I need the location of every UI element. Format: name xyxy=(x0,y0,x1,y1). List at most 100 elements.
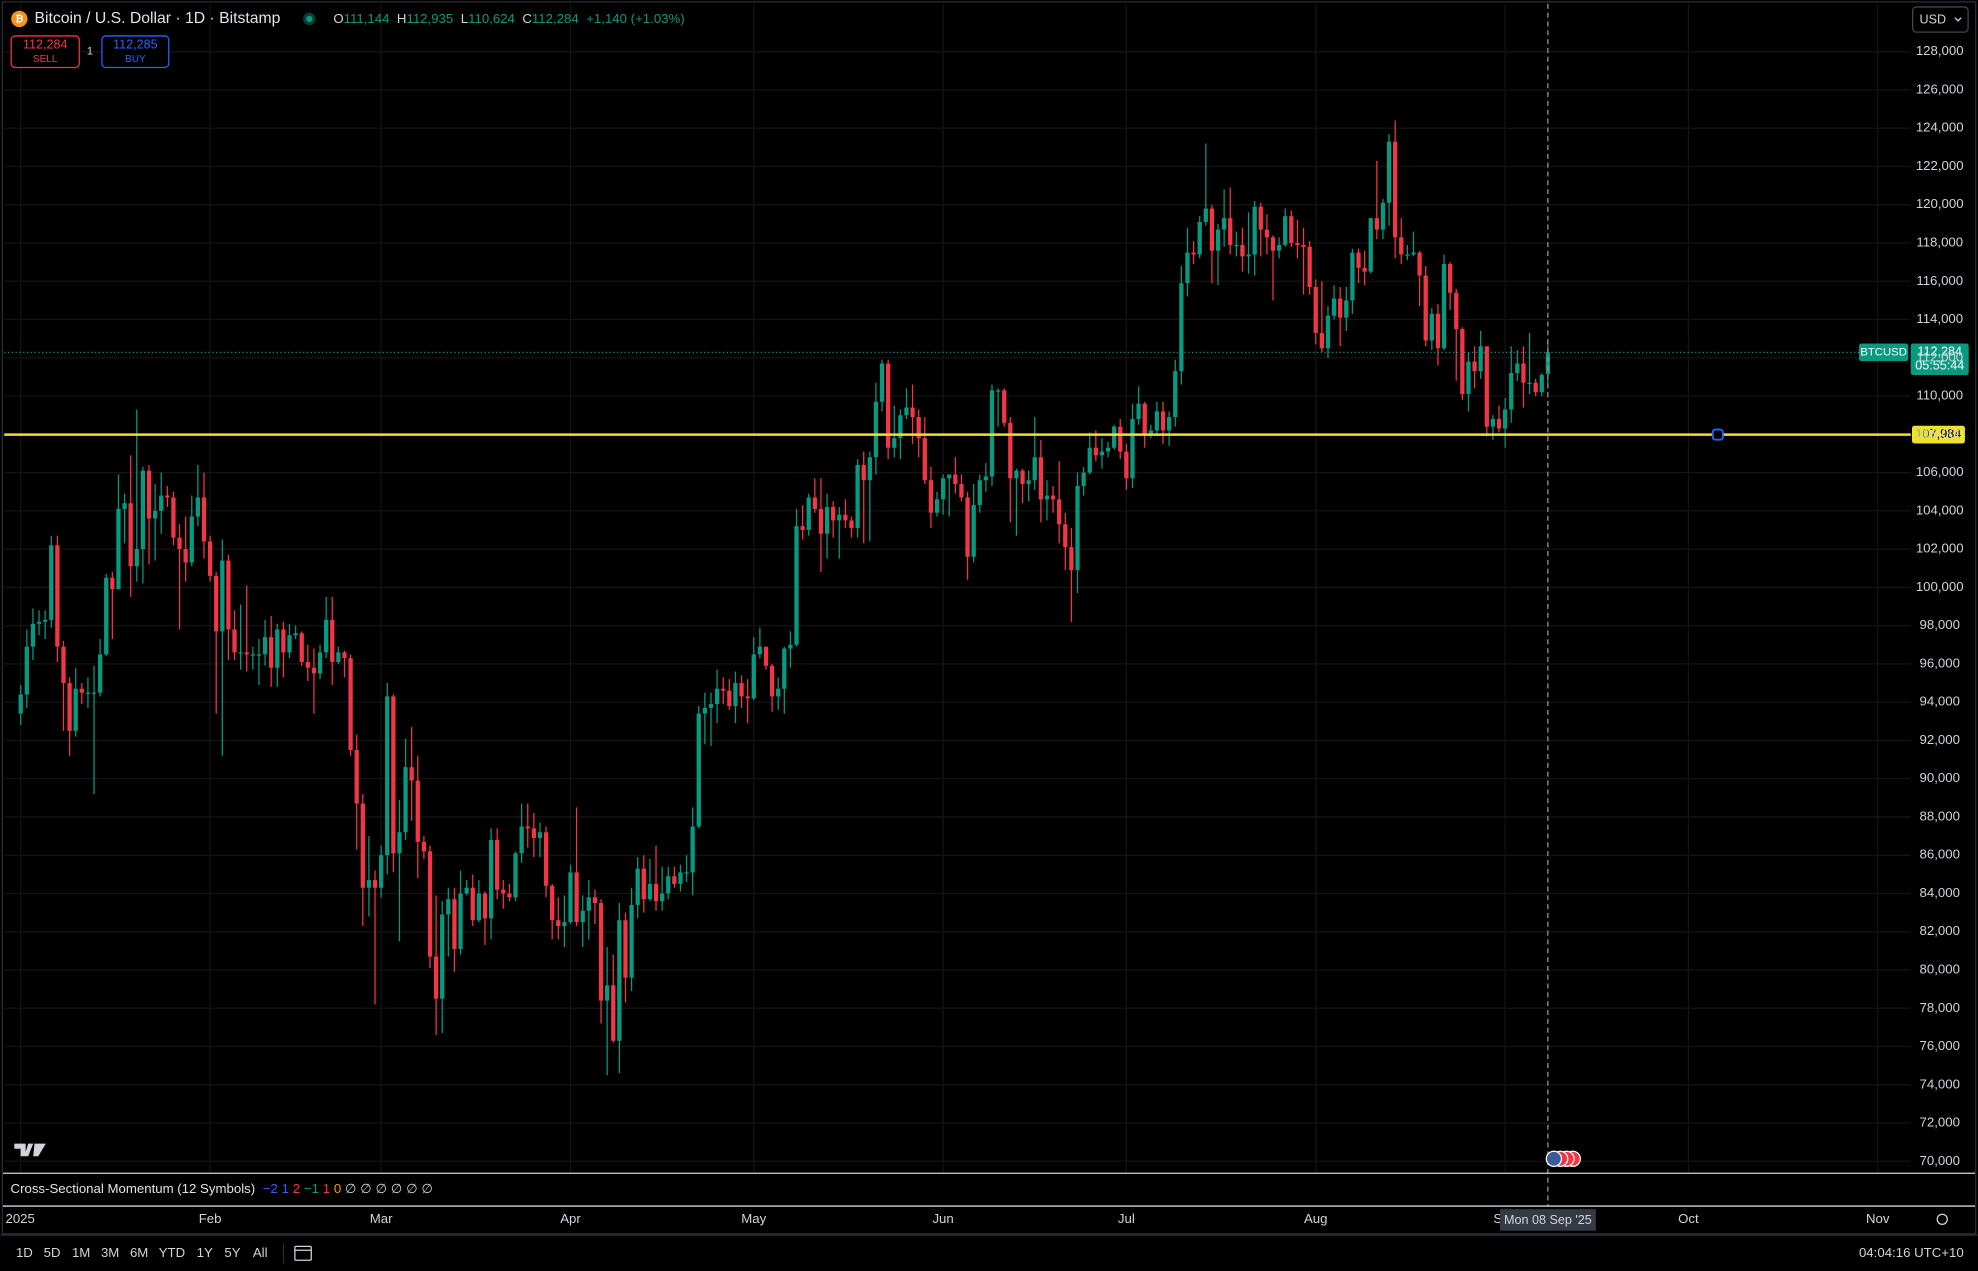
candle-body xyxy=(739,683,744,697)
candle-body xyxy=(1014,470,1019,479)
candle-body xyxy=(965,497,970,557)
candle-body xyxy=(1057,499,1062,525)
candle-body xyxy=(971,505,976,557)
candle-body xyxy=(788,644,793,649)
candle-body xyxy=(1466,361,1471,395)
range-button[interactable]: 6M xyxy=(130,1245,148,1260)
candle-body xyxy=(1081,472,1086,486)
sell-button[interactable] xyxy=(10,35,80,69)
x-tick-label: Nov xyxy=(1866,1211,1890,1226)
candle-body xyxy=(751,654,756,699)
range-button[interactable]: 1D xyxy=(16,1245,33,1260)
ohlc-value: 112,284 xyxy=(532,10,579,25)
candle-body xyxy=(1399,237,1404,255)
candle-body xyxy=(317,652,323,674)
range-button[interactable]: All xyxy=(253,1245,268,1260)
clock[interactable]: 04:04:16 UTC+10 xyxy=(1859,1245,1964,1260)
candle-body xyxy=(110,577,115,590)
candle-body xyxy=(1356,252,1361,268)
candle-body xyxy=(1063,524,1068,548)
candle-body xyxy=(690,826,695,873)
candle-body xyxy=(262,637,268,655)
candle-body xyxy=(427,851,433,957)
candle-body xyxy=(336,652,341,662)
candle-body xyxy=(757,646,763,655)
candle-body xyxy=(1533,382,1538,393)
y-tick-label: 126,000 xyxy=(1916,81,1964,96)
candle-body xyxy=(684,872,689,874)
candle-body xyxy=(482,893,488,919)
candle-body xyxy=(1441,264,1447,349)
candle-body xyxy=(574,872,579,923)
indicator-legend[interactable]: Cross-Sectional Momentum (12 Symbols) −2 1… xyxy=(11,1181,433,1196)
frame xyxy=(1,1,1977,1235)
candle-body xyxy=(281,629,286,653)
candle-body xyxy=(1112,426,1117,448)
candle-body xyxy=(1338,298,1343,318)
candle-body xyxy=(18,694,23,714)
y-tick-label: 72,000 xyxy=(1920,1115,1960,1130)
candle-body xyxy=(348,658,353,750)
candle-body xyxy=(366,880,372,888)
candle-body xyxy=(171,497,176,538)
symbol-label: BTCUSD xyxy=(1860,346,1907,358)
candle-body xyxy=(378,855,384,888)
candle-body xyxy=(458,893,463,949)
candle-body xyxy=(886,363,891,448)
range-button[interactable]: 1M xyxy=(72,1245,90,1260)
line-handle[interactable] xyxy=(1711,428,1724,441)
indicator-name: Cross-Sectional Momentum (12 Symbols) xyxy=(11,1181,256,1196)
candle-body xyxy=(1142,403,1147,435)
currency: USD xyxy=(1920,13,1947,27)
candle-body xyxy=(1484,346,1489,427)
range-button[interactable]: 3M xyxy=(101,1245,119,1260)
y-tick-label: 102,000 xyxy=(1916,541,1964,556)
candle-body xyxy=(1105,447,1111,452)
y-tick-label: 76,000 xyxy=(1920,1038,1960,1053)
settings-icon[interactable] xyxy=(1936,1213,1948,1225)
candle-body xyxy=(1362,267,1367,272)
indicator-value: ∅ xyxy=(391,1181,403,1196)
y-tick-label: 88,000 xyxy=(1920,808,1960,823)
candle-body xyxy=(1215,229,1221,251)
candle-body xyxy=(727,690,732,706)
candle-body xyxy=(733,683,738,706)
y-tick-label: 90,000 xyxy=(1920,770,1960,785)
range-button[interactable]: 5D xyxy=(44,1245,61,1260)
candle-body xyxy=(134,549,139,567)
candle-body xyxy=(947,474,952,479)
candle-body xyxy=(782,648,787,689)
calendar-icon[interactable] xyxy=(294,1245,312,1261)
event-markers[interactable] xyxy=(1545,1150,1581,1167)
candle-body xyxy=(1313,287,1318,333)
candle-body xyxy=(299,633,304,662)
candle-body xyxy=(806,497,811,530)
candle-body xyxy=(928,480,934,513)
ohlc-key: O xyxy=(333,10,343,25)
candle-body xyxy=(586,897,591,911)
ohlc-value: 110,624 xyxy=(468,10,515,25)
range-button[interactable]: 1Y xyxy=(197,1245,213,1260)
indicator-value: 2 xyxy=(293,1181,300,1196)
candle-body xyxy=(452,899,457,949)
candle-body xyxy=(1179,283,1184,372)
range-button[interactable]: 5Y xyxy=(224,1245,240,1260)
crosshair-label: Mon 08 Sep '25 xyxy=(1504,1213,1592,1227)
plot xyxy=(18,120,1551,1076)
y-tick-label: 106,000 xyxy=(1916,464,1964,479)
price-tag xyxy=(1910,343,1969,376)
range-button[interactable]: YTD xyxy=(159,1245,185,1260)
x-tick-label: 2025 xyxy=(5,1211,34,1226)
symbol-title[interactable]: Bitcoin / U.S. Dollar · 1D · Bitstamp xyxy=(34,10,280,27)
candle-body xyxy=(1478,346,1483,372)
buy-button[interactable] xyxy=(101,35,170,69)
currency-select[interactable] xyxy=(1911,6,1969,33)
candle-body xyxy=(1435,313,1441,349)
candle-body xyxy=(867,457,872,481)
candle-body xyxy=(592,897,598,904)
candle-body xyxy=(324,619,329,653)
candle-body xyxy=(1026,480,1031,485)
candle-body xyxy=(183,549,188,563)
indicator-value: ∅ xyxy=(345,1181,357,1196)
